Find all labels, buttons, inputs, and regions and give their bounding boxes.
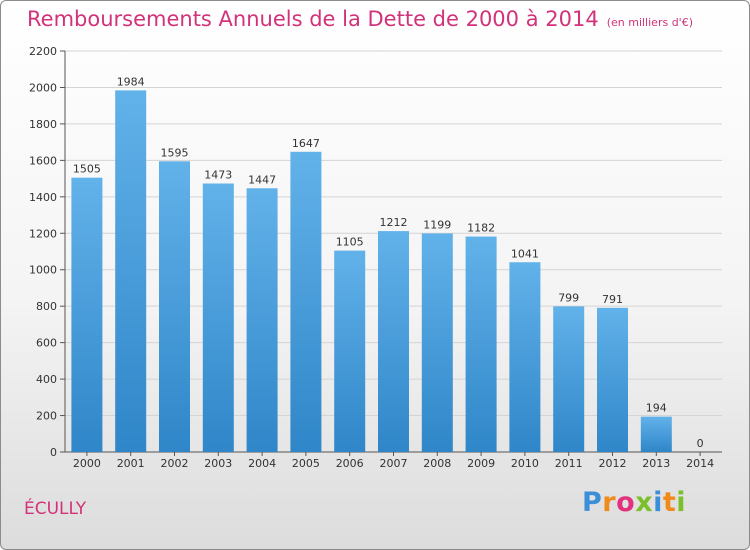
data-label: 194 — [646, 402, 667, 415]
city-name: ÉCULLY — [24, 499, 87, 519]
y-tick-label: 1200 — [29, 227, 57, 240]
y-tick-label: 0 — [50, 446, 57, 459]
data-label: 1182 — [467, 222, 495, 235]
logo-letter: i — [653, 487, 663, 518]
y-tick-label: 1800 — [29, 118, 57, 131]
x-tick-label: 2013 — [642, 457, 670, 470]
logo-letter: i — [676, 487, 687, 518]
x-tick-label: 2014 — [686, 457, 714, 470]
x-tick-label: 2002 — [161, 457, 189, 470]
data-label: 1505 — [73, 163, 101, 176]
x-tick-label: 2006 — [336, 457, 364, 470]
y-tick-label: 2200 — [29, 45, 57, 58]
x-tick-label: 2010 — [511, 457, 539, 470]
bar — [597, 307, 628, 452]
x-tick-label: 2009 — [467, 457, 495, 470]
logo-letter: r — [602, 487, 617, 518]
data-label: 1595 — [161, 146, 189, 159]
x-tick-label: 2008 — [423, 457, 451, 470]
y-tick-label: 600 — [36, 337, 57, 350]
logo-letter: P — [582, 487, 603, 518]
data-label: 1199 — [423, 218, 451, 231]
y-tick-label: 800 — [36, 300, 57, 313]
bar — [640, 416, 672, 452]
logo-letter: o — [616, 487, 636, 518]
x-tick-label: 2000 — [73, 457, 101, 470]
bar — [334, 250, 366, 452]
y-tick-label: 400 — [36, 373, 57, 386]
logo-letter: x — [635, 487, 654, 518]
bar — [115, 90, 147, 452]
x-tick-label: 2004 — [248, 457, 276, 470]
data-label: 1041 — [511, 247, 539, 260]
bar — [202, 183, 234, 452]
data-label: 1105 — [336, 236, 364, 249]
y-tick-label: 1400 — [29, 191, 57, 204]
data-label: 1212 — [380, 216, 408, 229]
x-tick-label: 2005 — [292, 457, 320, 470]
x-tick-label: 2001 — [117, 457, 145, 470]
x-tick-label: 2007 — [380, 457, 408, 470]
data-label: 799 — [558, 291, 579, 304]
title-main: Remboursements Annuels de la Dette de 20… — [27, 7, 599, 31]
data-label: 1473 — [204, 169, 232, 182]
y-tick-label: 2000 — [29, 81, 57, 94]
x-tick-label: 2011 — [555, 457, 583, 470]
chart-title: Remboursements Annuels de la Dette de 20… — [27, 7, 693, 31]
logo-letter: t — [662, 487, 677, 518]
bar — [159, 161, 190, 452]
bar — [246, 188, 278, 453]
bar — [465, 236, 497, 452]
data-label: 1647 — [292, 137, 320, 150]
data-label: 1447 — [248, 173, 276, 186]
data-label: 0 — [697, 437, 704, 450]
data-label: 791 — [602, 293, 623, 306]
y-tick-label: 1000 — [29, 264, 57, 277]
data-label: 1984 — [117, 75, 145, 88]
proxiti-logo: Proxiti — [582, 487, 686, 518]
y-tick-label: 1600 — [29, 154, 57, 167]
bar — [553, 306, 585, 452]
bar — [421, 233, 453, 452]
bar — [290, 151, 322, 452]
bar — [378, 231, 409, 452]
y-tick-label: 200 — [36, 410, 57, 423]
x-tick-label: 2012 — [599, 457, 627, 470]
bar — [509, 262, 541, 452]
bar — [71, 177, 103, 452]
x-tick-label: 2003 — [204, 457, 232, 470]
title-unit: (en milliers d'€) — [606, 16, 693, 29]
